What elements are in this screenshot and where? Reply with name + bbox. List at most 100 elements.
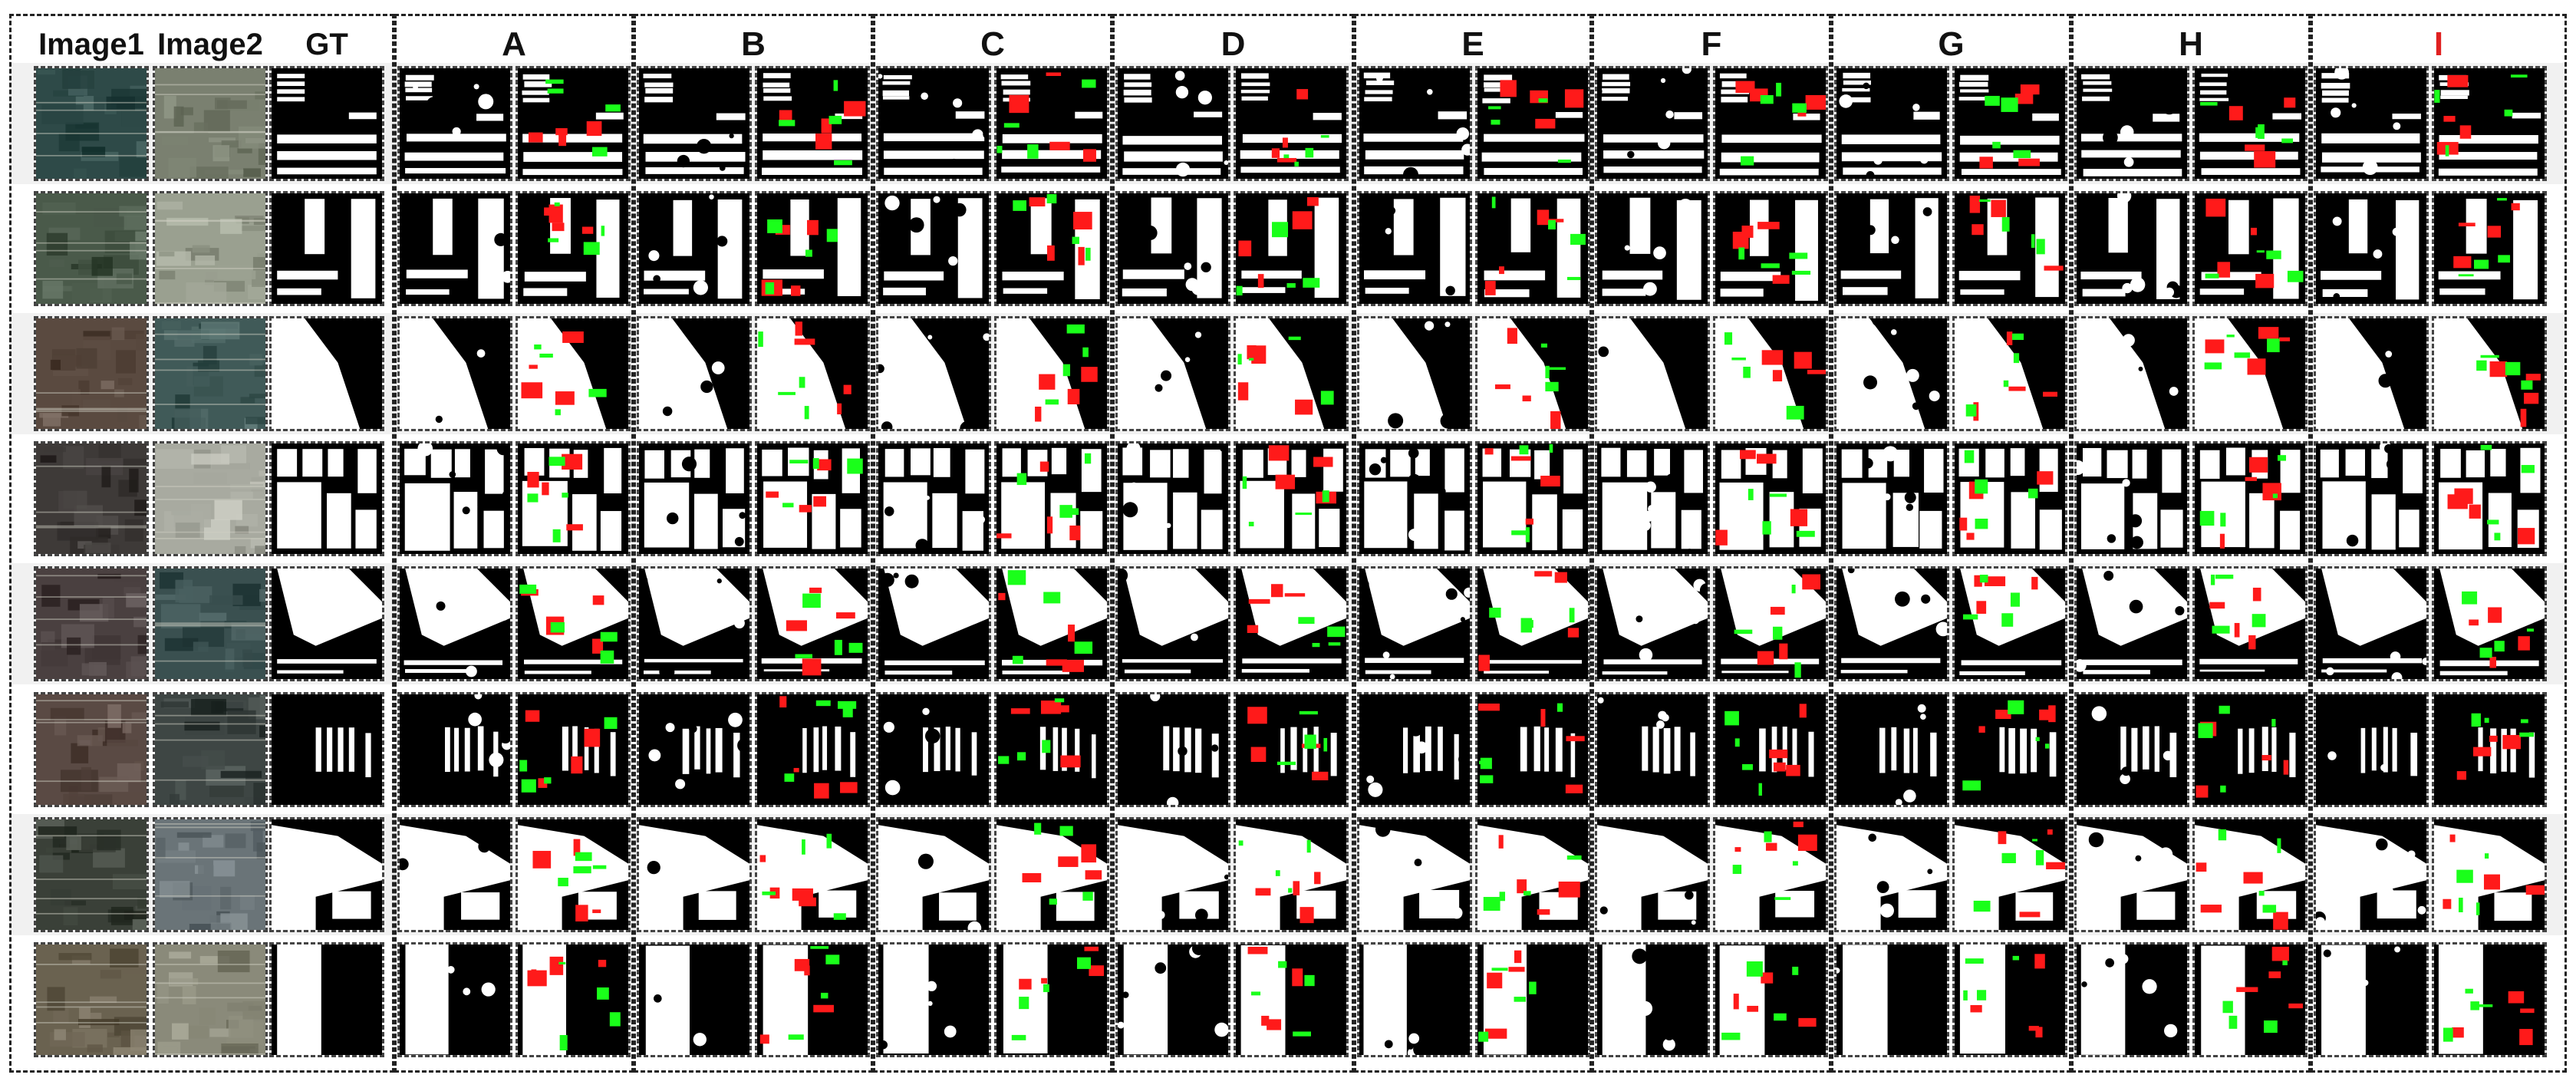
error-map bbox=[1713, 817, 1828, 932]
error-map bbox=[2432, 692, 2547, 807]
error-map bbox=[994, 817, 1109, 932]
prediction-mask bbox=[1595, 441, 1710, 556]
error-map bbox=[2192, 66, 2308, 181]
prediction-mask bbox=[2074, 191, 2189, 306]
prediction-mask bbox=[637, 566, 752, 681]
prediction-mask bbox=[1834, 942, 1949, 1057]
error-map bbox=[1952, 66, 2067, 181]
error-map bbox=[516, 441, 631, 556]
prediction-mask bbox=[397, 66, 512, 181]
prediction-mask bbox=[1834, 441, 1949, 556]
image1-thumbnail bbox=[34, 316, 149, 431]
error-map bbox=[1713, 566, 1828, 681]
error-map bbox=[1713, 942, 1828, 1057]
error-map bbox=[1234, 316, 1349, 431]
prediction-mask bbox=[1357, 692, 1472, 807]
prediction-mask bbox=[1357, 817, 1472, 932]
image1-thumbnail bbox=[34, 66, 149, 181]
error-map bbox=[516, 817, 631, 932]
error-map bbox=[994, 692, 1109, 807]
method-group bbox=[873, 14, 1112, 1073]
error-map bbox=[1713, 692, 1828, 807]
error-map bbox=[755, 817, 870, 932]
image2-thumbnail bbox=[153, 191, 268, 306]
ground-truth-mask bbox=[269, 191, 384, 306]
error-map bbox=[1475, 441, 1590, 556]
ground-truth-mask bbox=[269, 817, 384, 932]
prediction-mask bbox=[1357, 942, 1472, 1057]
ground-truth-mask bbox=[269, 66, 384, 181]
method-header-h: H bbox=[2179, 25, 2203, 63]
method-group bbox=[2311, 14, 2567, 1073]
method-header-e: E bbox=[1461, 25, 1484, 63]
error-map bbox=[994, 66, 1109, 181]
prediction-mask bbox=[1357, 66, 1472, 181]
prediction-mask bbox=[637, 441, 752, 556]
ground-truth-mask bbox=[269, 441, 384, 556]
ground-truth-mask bbox=[269, 566, 384, 681]
method-group bbox=[1354, 14, 1592, 1073]
prediction-mask bbox=[1115, 441, 1230, 556]
method-group bbox=[2071, 14, 2311, 1073]
error-map bbox=[1952, 566, 2067, 681]
prediction-mask bbox=[876, 817, 991, 932]
error-map bbox=[2192, 316, 2308, 431]
error-map bbox=[994, 316, 1109, 431]
method-header-b: B bbox=[741, 25, 766, 63]
error-map bbox=[516, 66, 631, 181]
error-map bbox=[1952, 692, 2067, 807]
prediction-mask bbox=[2314, 191, 2429, 306]
prediction-mask bbox=[1115, 316, 1230, 431]
prediction-mask bbox=[1357, 566, 1472, 681]
prediction-mask bbox=[1115, 66, 1230, 181]
prediction-mask bbox=[2314, 817, 2429, 932]
error-map bbox=[2432, 942, 2547, 1057]
prediction-mask bbox=[397, 942, 512, 1057]
prediction-mask bbox=[397, 441, 512, 556]
prediction-mask bbox=[876, 66, 991, 181]
prediction-mask bbox=[637, 66, 752, 181]
image1-thumbnail bbox=[34, 566, 149, 681]
image1-thumbnail bbox=[34, 692, 149, 807]
prediction-mask bbox=[397, 191, 512, 306]
ground-truth-mask bbox=[269, 692, 384, 807]
prediction-mask bbox=[1834, 566, 1949, 681]
prediction-mask bbox=[2314, 942, 2429, 1057]
image1-thumbnail bbox=[34, 441, 149, 556]
error-map bbox=[2192, 441, 2308, 556]
inputs-group bbox=[9, 14, 394, 1073]
error-map bbox=[1475, 566, 1590, 681]
method-header-a: A bbox=[502, 25, 526, 63]
prediction-mask bbox=[1595, 692, 1710, 807]
error-map bbox=[1713, 441, 1828, 556]
error-map bbox=[994, 191, 1109, 306]
image2-thumbnail bbox=[153, 316, 268, 431]
prediction-mask bbox=[2074, 692, 2189, 807]
error-map bbox=[1713, 66, 1828, 181]
error-map bbox=[2432, 817, 2547, 932]
error-map bbox=[1234, 942, 1349, 1057]
prediction-mask bbox=[1115, 942, 1230, 1057]
prediction-mask bbox=[637, 191, 752, 306]
prediction-mask bbox=[2074, 566, 2189, 681]
prediction-mask bbox=[1834, 66, 1949, 181]
error-map bbox=[516, 191, 631, 306]
error-map bbox=[516, 942, 631, 1057]
error-map bbox=[516, 316, 631, 431]
prediction-mask bbox=[2074, 316, 2189, 431]
prediction-mask bbox=[397, 692, 512, 807]
error-map bbox=[2192, 191, 2308, 306]
method-group bbox=[1831, 14, 2071, 1073]
error-map bbox=[1713, 191, 1828, 306]
prediction-mask bbox=[397, 566, 512, 681]
image2-thumbnail bbox=[153, 566, 268, 681]
method-header-c: C bbox=[980, 25, 1005, 63]
error-map bbox=[1234, 817, 1349, 932]
prediction-mask bbox=[397, 316, 512, 431]
prediction-mask bbox=[637, 316, 752, 431]
error-map bbox=[2192, 942, 2308, 1057]
prediction-mask bbox=[876, 566, 991, 681]
error-map bbox=[516, 566, 631, 681]
error-map bbox=[755, 566, 870, 681]
